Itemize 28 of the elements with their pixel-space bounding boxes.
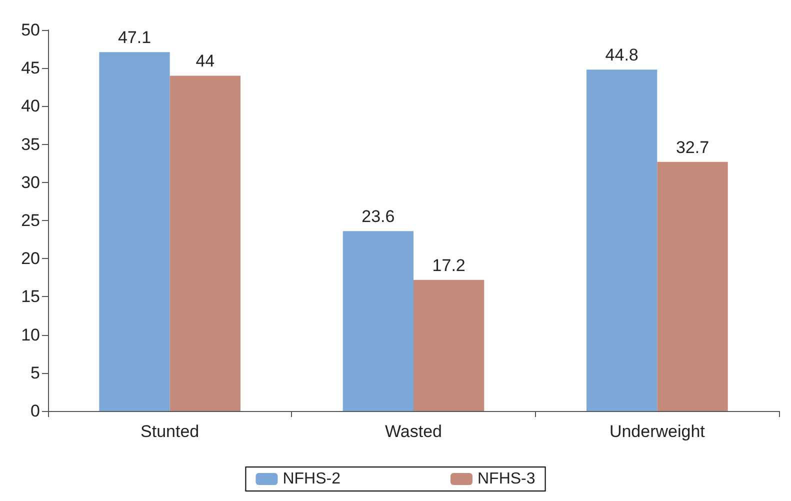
legend-label: NFHS-3: [478, 470, 536, 488]
data-label: 44.8: [605, 46, 638, 65]
y-tick-label: 10: [21, 325, 40, 344]
x-tick-label: Wasted: [384, 422, 442, 441]
y-tick-label: 15: [21, 287, 40, 306]
data-label: 32.7: [676, 138, 710, 157]
bar: [414, 280, 484, 411]
y-tick-label: 30: [21, 172, 40, 192]
y-tick-label: 45: [21, 58, 40, 78]
legend-label: NFHS-2: [282, 470, 341, 488]
y-tick-label: 35: [21, 134, 40, 154]
y-tick-label: 40: [21, 96, 40, 116]
bar: [342, 231, 414, 411]
data-label: 17.2: [432, 256, 466, 275]
bar: [99, 52, 170, 411]
x-tick-label: Underweight: [609, 422, 706, 441]
data-label: 44: [196, 52, 215, 71]
y-tick-label: 25: [21, 211, 40, 230]
data-label: 23.6: [362, 207, 395, 226]
x-tick-label: Stunted: [140, 422, 200, 441]
bar: [586, 70, 658, 411]
data-label: 47.1: [118, 28, 152, 48]
y-tick-label: 20: [21, 249, 40, 268]
y-tick-label: 50: [21, 20, 40, 40]
bar: [170, 76, 240, 411]
bar: [657, 162, 728, 411]
y-tick-label: 0: [30, 402, 40, 420]
y-tick-label: 5: [30, 363, 40, 382]
